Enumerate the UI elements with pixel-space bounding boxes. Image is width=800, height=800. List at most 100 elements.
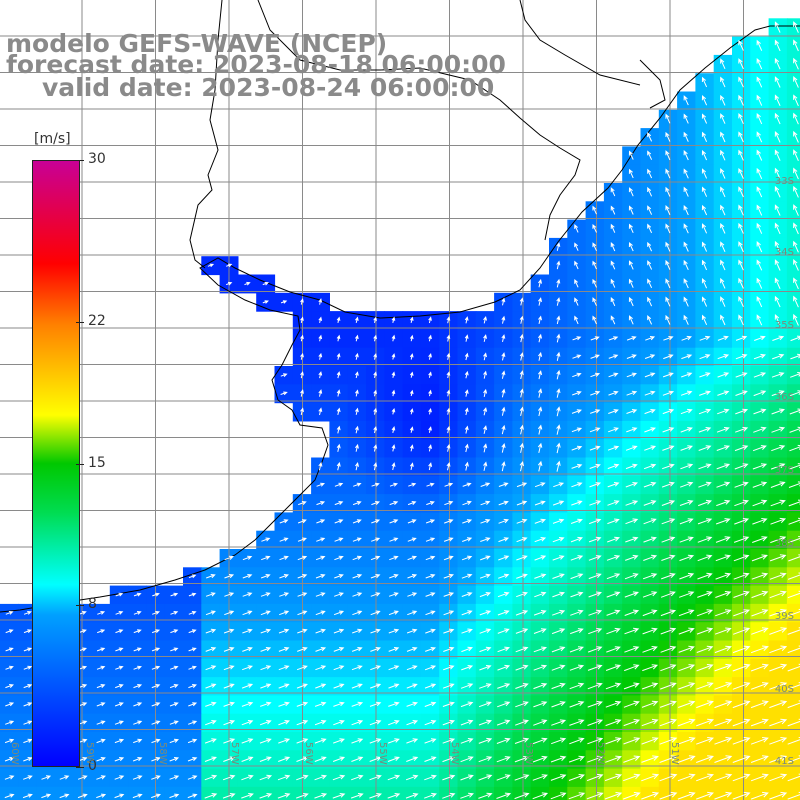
wind-arrow bbox=[389, 555, 399, 561]
wind-arrow bbox=[624, 573, 639, 580]
wind-arrow bbox=[351, 720, 364, 726]
wind-arrow bbox=[242, 647, 253, 652]
wind-arrow bbox=[297, 555, 308, 561]
wind-speed-cell bbox=[786, 603, 800, 623]
wind-arrow bbox=[697, 572, 713, 580]
wind-arrow bbox=[769, 737, 788, 745]
wind-arrow bbox=[151, 793, 161, 799]
wind-arrow bbox=[169, 738, 179, 744]
wind-arrow bbox=[519, 297, 524, 306]
wind-arrow bbox=[334, 555, 344, 561]
wind-arrow bbox=[534, 537, 547, 543]
wind-arrow bbox=[278, 756, 291, 762]
wind-speed-cell bbox=[0, 786, 19, 800]
wind-arrow bbox=[188, 684, 197, 689]
wind-arrow bbox=[96, 738, 106, 744]
wind-arrow bbox=[479, 573, 491, 579]
wind-arrow bbox=[297, 519, 307, 524]
wind-arrow bbox=[769, 554, 787, 562]
wind-arrow bbox=[151, 775, 161, 780]
wind-arrow bbox=[732, 791, 751, 800]
wind-arrow bbox=[738, 94, 744, 106]
wind-arrow bbox=[297, 592, 308, 597]
wind-arrow bbox=[774, 204, 781, 216]
wind-arrow bbox=[96, 647, 106, 652]
wind-arrow bbox=[519, 424, 524, 435]
wind-arrow bbox=[752, 481, 768, 488]
wind-arrow bbox=[428, 334, 432, 342]
colorbar-tick-mark bbox=[76, 160, 84, 161]
wind-speed-cell bbox=[201, 786, 221, 800]
wind-arrow bbox=[696, 755, 714, 763]
wind-arrow bbox=[787, 590, 800, 599]
wind-arrow bbox=[605, 755, 622, 763]
wind-arrow bbox=[715, 609, 732, 617]
wind-arrow bbox=[352, 519, 362, 524]
wind-arrow bbox=[717, 372, 730, 378]
wind-arrow bbox=[188, 665, 197, 670]
wind-arrow bbox=[556, 297, 561, 306]
wind-arrow bbox=[501, 406, 506, 416]
wind-arrow bbox=[665, 259, 671, 270]
wind-arrow bbox=[355, 461, 359, 471]
wind-arrow bbox=[519, 352, 524, 361]
wind-arrow bbox=[516, 537, 528, 543]
wind-arrow bbox=[701, 168, 708, 179]
wind-arrow bbox=[625, 482, 638, 488]
wind-arrow bbox=[462, 519, 473, 524]
wind-arrow bbox=[644, 427, 656, 433]
colorbar-tick-mark bbox=[76, 463, 84, 465]
wind-arrow bbox=[391, 353, 396, 360]
wind-arrow bbox=[696, 718, 714, 727]
wind-arrow bbox=[428, 371, 432, 378]
wind-arrow bbox=[355, 316, 359, 324]
wind-arrow bbox=[333, 683, 345, 689]
wind-arrow bbox=[515, 701, 529, 708]
wind-speed-cell bbox=[786, 457, 800, 477]
latitude-label: 37S bbox=[774, 465, 794, 476]
wind-arrow bbox=[23, 665, 33, 670]
wind-speed-cell bbox=[786, 329, 800, 349]
wind-arrow bbox=[717, 335, 729, 341]
wind-arrow bbox=[170, 611, 179, 615]
wind-arrow bbox=[464, 389, 469, 397]
wind-arrow bbox=[699, 335, 711, 341]
wind-arrow bbox=[733, 572, 750, 580]
latitude-label: 35S bbox=[774, 320, 794, 331]
wind-arrow bbox=[647, 315, 653, 325]
wind-arrow bbox=[260, 701, 272, 707]
wind-arrow bbox=[608, 409, 619, 414]
wind-speed-cell bbox=[786, 549, 800, 568]
wind-arrow bbox=[516, 482, 528, 488]
wind-arrow bbox=[462, 482, 472, 487]
wind-arrow bbox=[408, 482, 417, 487]
wind-arrow bbox=[389, 482, 398, 487]
wind-arrow bbox=[59, 775, 70, 780]
wind-arrow bbox=[114, 793, 125, 799]
wind-arrow bbox=[315, 555, 326, 561]
forecast-date: forecast date: 2023-08-18 06:00:00 bbox=[6, 50, 506, 79]
wind-arrow bbox=[750, 773, 769, 782]
wind-arrow bbox=[300, 407, 304, 416]
wind-arrow bbox=[756, 186, 763, 198]
wind-speed-cell bbox=[256, 786, 276, 800]
wind-arrow bbox=[5, 684, 14, 689]
wind-arrow bbox=[716, 481, 731, 488]
wind-arrow bbox=[355, 389, 359, 397]
wind-arrow bbox=[787, 700, 800, 709]
wind-arrow bbox=[497, 610, 510, 616]
wind-arrow bbox=[769, 700, 788, 709]
wind-arrow bbox=[242, 610, 253, 616]
wind-arrow bbox=[665, 186, 671, 197]
wind-arrow bbox=[334, 482, 344, 487]
wind-arrow bbox=[550, 792, 567, 800]
wind-arrow bbox=[519, 460, 524, 472]
wind-arrow bbox=[734, 463, 749, 470]
latitude-label: 33S bbox=[774, 176, 794, 187]
border-path bbox=[257, 0, 581, 241]
wind-arrow bbox=[698, 499, 712, 507]
valid-date: valid date: 2023-08-24 06:00:00 bbox=[42, 73, 495, 102]
wind-arrow bbox=[770, 481, 786, 488]
wind-arrow bbox=[590, 336, 600, 341]
wind-speed-cell bbox=[347, 786, 367, 800]
